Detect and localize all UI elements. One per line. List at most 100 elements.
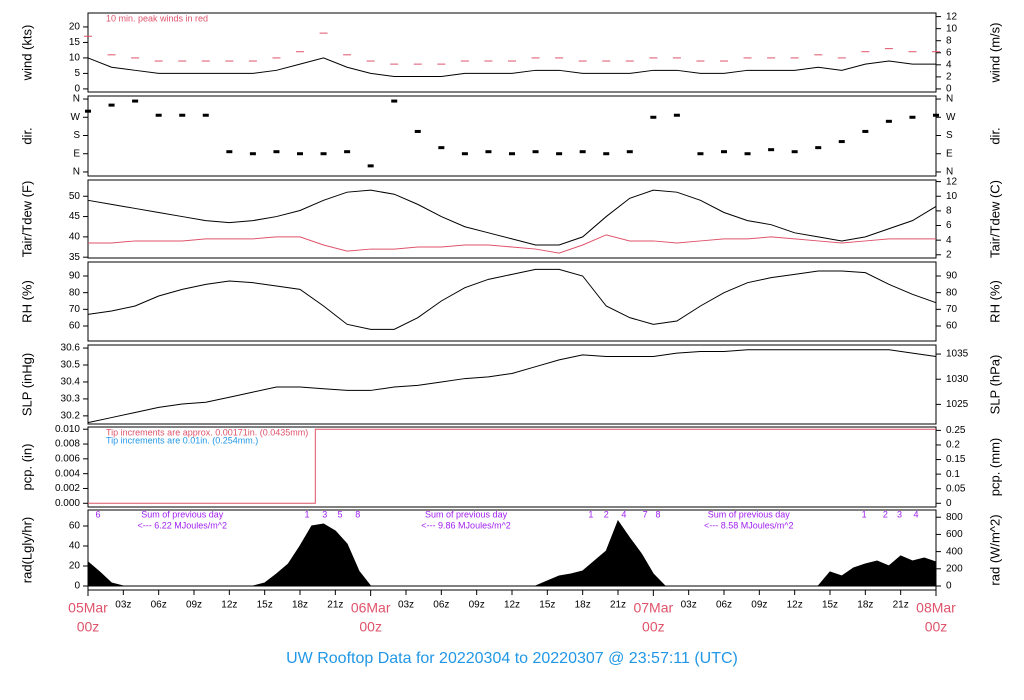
day-sum-value: <--- 8.58 MJoules/m^2	[704, 520, 794, 530]
note: Tip increments are approx. 0.00171in. (0…	[106, 427, 308, 437]
area	[87, 519, 937, 587]
day-label: 06Mar	[351, 600, 391, 616]
point	[226, 150, 233, 154]
point	[532, 150, 539, 154]
y2-tick-label: 2	[946, 249, 952, 260]
y-tick-label: 30.3	[61, 394, 81, 405]
y2-tick-label: 0.2	[946, 440, 960, 451]
y-tick-label: 30.6	[61, 343, 81, 354]
y2-axis-label: rad (W/m^2)	[987, 514, 1002, 585]
day-hour-label: 00z	[642, 619, 665, 635]
x-tick-label: 09z	[186, 600, 202, 611]
x-tick-label: 09z	[751, 600, 767, 611]
y-axis-label: dir.	[19, 127, 34, 144]
y-tick-label: 0.006	[55, 453, 80, 464]
point	[673, 113, 680, 117]
point	[768, 148, 775, 152]
y2-tick-label: 1025	[946, 399, 969, 410]
y2-tick-label: 12	[946, 11, 958, 22]
hour-mark: 6	[96, 509, 101, 519]
point	[202, 113, 209, 117]
y2-tick-label: 80	[946, 287, 958, 298]
y-tick-label: 80	[69, 287, 81, 298]
y-tick-label: 30.4	[61, 377, 81, 388]
y2-tick-label: 0.1	[946, 469, 960, 480]
hour-mark: 2	[604, 509, 609, 519]
y-tick-label: 10	[69, 53, 81, 64]
point	[179, 113, 186, 117]
x-tick-label: 12z	[787, 600, 803, 611]
y2-tick-label: 8	[946, 206, 952, 217]
y2-tick-label: 70	[946, 304, 958, 315]
line	[87, 268, 937, 330]
y-tick-label: 0	[74, 84, 80, 95]
y-axis-label: RH (%)	[19, 280, 34, 323]
point	[933, 113, 939, 117]
panel-frame	[87, 426, 937, 508]
x-tick-label: 12z	[221, 600, 237, 611]
y-axis-label: pcp. (in)	[19, 444, 34, 491]
day-label: 08Mar	[916, 600, 956, 616]
point	[650, 115, 657, 119]
hour-mark: 2	[883, 509, 888, 519]
point	[344, 150, 351, 154]
point	[155, 113, 162, 117]
y-tick-label: 60	[69, 521, 81, 532]
x-tick-label: 18z	[292, 600, 308, 611]
y-tick-label: 40	[69, 232, 81, 243]
point	[909, 115, 916, 119]
y2-tick-label: 0.25	[946, 425, 966, 436]
point	[85, 109, 91, 113]
y-tick-label: 0.004	[55, 468, 80, 479]
y-tick-label: 40	[69, 541, 81, 552]
point	[791, 150, 798, 154]
y2-tick-label: 400	[946, 546, 963, 557]
point	[297, 152, 303, 156]
y-axis-label: wind (kts)	[19, 25, 34, 82]
y2-tick-label: 8	[946, 35, 952, 46]
x-tick-label: 21z	[893, 600, 909, 611]
hour-mark: 3	[322, 509, 327, 519]
point	[721, 150, 727, 154]
y-tick-label: S	[73, 130, 80, 141]
y2-tick-label: 10	[946, 23, 958, 34]
y2-tick-label: 4	[946, 59, 952, 70]
point	[556, 152, 563, 156]
y2-tick-label: E	[946, 148, 953, 159]
day-sum-title: Sum of previous day	[708, 509, 791, 519]
x-tick-label: 06z	[433, 600, 449, 611]
y-tick-label: 5	[74, 68, 80, 79]
y-tick-label: 0.002	[55, 483, 80, 494]
y2-tick-label: 0	[946, 581, 952, 592]
y-axis-label: SLP (inHg)	[19, 353, 34, 416]
y-tick-label: 60	[69, 321, 81, 332]
caption: UW Rooftop Data for 20220304 to 20220307…	[286, 650, 738, 667]
y2-axis-label: RH (%)	[987, 280, 1002, 323]
panel-frame	[87, 12, 937, 93]
x-tick-label: 18z	[575, 600, 591, 611]
panel-frame	[87, 261, 937, 342]
y2-tick-label: 6	[946, 47, 952, 58]
y2-tick-label: W	[946, 112, 956, 123]
note: Tip increments are 0.01in. (0.254mm.)	[106, 435, 258, 445]
x-tick-label: 03z	[681, 600, 697, 611]
y2-tick-label: 0	[946, 84, 952, 95]
panel-frame	[87, 179, 937, 259]
y2-tick-label: 2	[946, 72, 952, 83]
day-sum-title: Sum of previous day	[141, 509, 224, 519]
y-tick-label: N	[73, 167, 80, 178]
y2-tick-label: 0.05	[946, 483, 966, 494]
hour-mark: 4	[621, 509, 626, 519]
y2-tick-label: 0	[946, 498, 952, 509]
point	[603, 152, 610, 156]
y-tick-label: 0	[74, 581, 80, 592]
day-label: 05Mar	[68, 600, 108, 616]
hour-mark: 8	[355, 509, 360, 519]
day-hour-label: 00z	[77, 619, 100, 635]
x-tick-label: 18z	[857, 600, 873, 611]
y2-axis-label: wind (m/s)	[987, 23, 1002, 84]
y-tick-label: E	[73, 148, 80, 159]
y-tick-label: 90	[69, 271, 81, 282]
x-tick-label: 03z	[398, 600, 414, 611]
y-tick-label: 0.000	[55, 498, 80, 509]
